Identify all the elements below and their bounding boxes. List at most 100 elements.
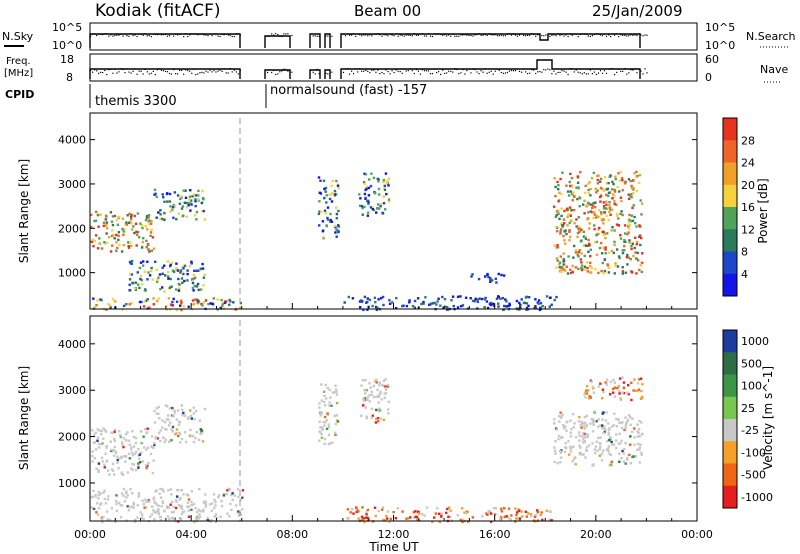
nave-dot: [468, 68, 470, 70]
nsearch-dot: [575, 33, 577, 35]
velocity-scatter-cell: [598, 448, 602, 451]
power-scatter-cell: [363, 192, 367, 196]
power-scatter-cell: [610, 229, 613, 232]
velocity-scatter-cell: [599, 436, 602, 439]
velocity-scatter-cell: [92, 489, 95, 493]
velocity-scatter-cell: [490, 512, 493, 515]
power-scatter-cell: [587, 211, 590, 214]
nave-dot: [120, 68, 122, 70]
power-scatter-cell: [575, 225, 578, 228]
velocity-scatter-cell: [392, 510, 395, 514]
power-scatter-cell: [568, 221, 571, 224]
velocity-scatter-cell: [626, 391, 629, 394]
nsearch-dot: [601, 35, 604, 37]
power-scatter-cell: [130, 215, 133, 219]
power-scatter-cell: [120, 250, 124, 253]
power-scatter-cell: [621, 189, 624, 192]
velocity-scatter-cell: [143, 446, 146, 449]
velocity-scatter-cell: [323, 415, 327, 419]
velocity-scatter-cell: [515, 517, 518, 520]
velocity-scatter-cell: [447, 506, 451, 509]
power-scatter-cell: [207, 302, 210, 306]
power-scatter-cell: [501, 296, 504, 300]
power-scatter-cell: [568, 194, 571, 197]
power-scatter-cell: [580, 267, 583, 270]
nave-dot: [470, 72, 472, 74]
velocity-scatter-cell: [177, 420, 181, 423]
velocity-scatter-cell: [440, 512, 444, 516]
velocity-scatter-cell: [175, 428, 179, 431]
nsearch-dot: [496, 35, 498, 37]
velocity-scatter-cell: [362, 399, 366, 402]
velocity-scatter-cell: [559, 416, 563, 419]
power-scatter-cell: [98, 237, 101, 240]
power-scatter-cell: [582, 244, 585, 247]
power-scatter-cell: [109, 250, 113, 253]
power-scatter-cell: [369, 206, 373, 209]
power-scatter-cell: [556, 180, 559, 184]
velocity-scatter-cell: [138, 453, 141, 456]
power-scatter-cell: [128, 303, 131, 306]
nsearch-dot: [331, 35, 333, 37]
power-scatter-cell: [105, 308, 108, 311]
power-scatter-cell: [548, 305, 551, 308]
power-scatter-cell: [620, 177, 624, 180]
velocity-scatter-cell: [618, 460, 621, 463]
velocity-scatter-cell: [618, 421, 621, 425]
velocity-scatter-cell: [493, 513, 497, 516]
velocity-scatter-cell: [226, 489, 229, 492]
power-colorbar-tick: 16: [741, 201, 755, 214]
power-scatter-cell: [613, 202, 616, 206]
power-scatter-cell: [579, 258, 582, 261]
velocity-scatter-cell: [100, 429, 104, 433]
power-scatter-cell: [570, 208, 573, 212]
velocity-scatter-cell: [580, 435, 583, 438]
power-scatter-cell: [167, 275, 170, 278]
power-scatter-cell: [525, 302, 529, 305]
velocity-scatter-cell: [179, 505, 182, 509]
velocity-scatter-cell: [629, 423, 632, 426]
velocity-scatter-cell: [486, 513, 489, 516]
power-scatter-cell: [383, 188, 387, 192]
power-scatter-cell: [182, 189, 185, 192]
nsearch-dot: [535, 35, 537, 37]
power-scatter-cell: [617, 224, 621, 227]
nsearch-dot: [595, 33, 597, 35]
power-scatter-cell: [405, 304, 409, 308]
nsearch-dot: [393, 35, 395, 37]
velocity-scatter-cell: [604, 419, 608, 422]
power-scatter-cell: [360, 205, 364, 208]
velocity-scatter-cell: [368, 394, 371, 397]
velocity-scatter-cell: [593, 410, 597, 413]
velocity-scatter-cell: [571, 445, 574, 449]
power-scatter-cell: [629, 179, 632, 183]
velocity-scatter-cell: [100, 456, 104, 459]
power-scatter-cell: [568, 229, 571, 233]
power-scatter-cell: [489, 279, 492, 282]
power-scatter-cell: [361, 213, 364, 216]
velocity-scatter-cell: [368, 400, 371, 403]
nave-dot: [545, 69, 547, 71]
velocity-scatter-cell: [169, 488, 173, 491]
nsearch-dot: [484, 34, 486, 36]
power-scatter-cell: [335, 212, 339, 216]
velocity-scatter-cell: [180, 507, 184, 511]
velocity-scatter-cell: [360, 515, 364, 518]
velocity-scatter-cell: [112, 449, 115, 452]
power-scatter-cell: [351, 297, 355, 300]
power-scatter-cell: [172, 216, 175, 219]
velocity-scatter-cell: [318, 420, 321, 423]
velocity-scatter-cell: [415, 515, 419, 519]
nsearch-dot: [181, 33, 183, 35]
velocity-scatter-cell: [603, 425, 606, 428]
power-scatter-cell: [593, 228, 596, 231]
velocity-scatter-cell: [569, 435, 573, 438]
velocity-scatter-cell: [563, 450, 567, 454]
velocity-scatter-cell: [127, 509, 131, 512]
nsearch-dot: [632, 34, 634, 37]
beam-title: Beam 00: [354, 2, 421, 20]
nsearch-dot: [215, 33, 217, 35]
velocity-scatter-cell: [100, 518, 104, 521]
power-scatter-cell: [597, 271, 600, 275]
power-scatter-cell: [361, 206, 364, 210]
